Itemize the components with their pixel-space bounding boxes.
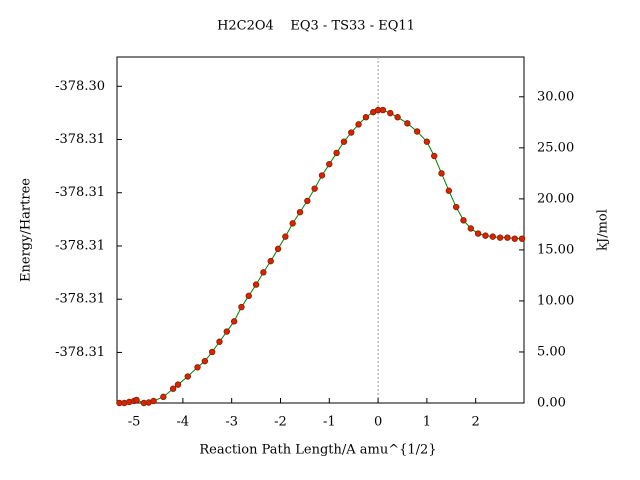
y-tick-label: -378.31 bbox=[55, 185, 105, 200]
data-point bbox=[296, 208, 304, 216]
y2-tick-label: 15.00 bbox=[537, 242, 574, 257]
x-tick-label: 0 bbox=[374, 415, 382, 430]
x-tick-label: -2 bbox=[274, 415, 287, 430]
data-point bbox=[504, 234, 511, 241]
data-point bbox=[304, 197, 311, 205]
data-point bbox=[394, 114, 401, 121]
data-point bbox=[445, 187, 453, 194]
data-point bbox=[160, 393, 167, 401]
data-point bbox=[438, 170, 445, 177]
x-tick-label: 2 bbox=[472, 415, 480, 430]
y-tick-label: -378.31 bbox=[55, 132, 105, 147]
data-point bbox=[318, 172, 326, 179]
data-point bbox=[245, 292, 252, 300]
data-point bbox=[174, 381, 182, 388]
data-point bbox=[184, 373, 191, 380]
data-point bbox=[387, 109, 394, 117]
y2-axis-label: kJ/mol bbox=[596, 209, 611, 251]
data-point bbox=[489, 233, 496, 240]
data-point bbox=[404, 120, 411, 127]
data-point bbox=[355, 121, 362, 128]
y2-tick-label: 20.00 bbox=[537, 191, 574, 206]
y2-tick-label: 30.00 bbox=[537, 89, 574, 104]
data-point bbox=[379, 106, 387, 114]
data-point bbox=[208, 348, 216, 356]
data-point bbox=[452, 203, 460, 211]
data-point bbox=[267, 257, 274, 265]
y2-tick-label: 0.00 bbox=[537, 396, 566, 411]
data-point bbox=[460, 217, 467, 224]
data-point bbox=[252, 281, 260, 288]
data-point bbox=[467, 225, 475, 232]
data-point bbox=[326, 160, 333, 168]
data-point bbox=[238, 303, 245, 311]
y2-tick-label: 10.00 bbox=[537, 293, 574, 308]
x-tick-label: -4 bbox=[177, 415, 190, 430]
data-point bbox=[230, 318, 238, 325]
data-point bbox=[201, 357, 209, 365]
y-tick-label: -378.31 bbox=[55, 292, 105, 307]
data-point bbox=[431, 152, 438, 160]
data-point bbox=[362, 114, 370, 121]
data-point bbox=[289, 220, 296, 227]
y-axis-label: Energy/Hartree bbox=[19, 178, 34, 282]
data-point bbox=[311, 185, 318, 192]
chart-title: H2C2O4 EQ3 - TS33 - EQ11 bbox=[217, 19, 415, 34]
x-tick-label: -5 bbox=[128, 415, 141, 430]
data-point bbox=[340, 138, 348, 145]
data-point bbox=[413, 128, 421, 135]
data-point bbox=[474, 230, 482, 237]
data-point bbox=[133, 396, 140, 404]
data-point bbox=[518, 235, 526, 242]
y2-tick-label: 25.00 bbox=[537, 140, 574, 155]
plot-frame bbox=[116, 56, 525, 404]
data-point bbox=[282, 233, 289, 240]
y-tick-label: -378.31 bbox=[55, 345, 105, 360]
x-axis-label: Reaction Path Length/A amu^{1/2} bbox=[199, 443, 436, 458]
data-point bbox=[423, 138, 431, 145]
data-point bbox=[496, 234, 504, 241]
x-tick-label: -3 bbox=[225, 415, 238, 430]
data-point bbox=[216, 338, 223, 345]
x-tick-label: -1 bbox=[323, 415, 336, 430]
x-tick-label: 1 bbox=[423, 415, 431, 430]
data-point bbox=[260, 269, 267, 276]
data-point bbox=[333, 149, 340, 157]
data-point bbox=[150, 397, 157, 405]
data-point bbox=[223, 328, 231, 335]
y-tick-label: -378.30 bbox=[55, 79, 105, 94]
y2-tick-label: 5.00 bbox=[537, 344, 566, 359]
data-point bbox=[274, 245, 282, 253]
data-point bbox=[169, 385, 177, 392]
data-point bbox=[511, 235, 518, 242]
data-point bbox=[482, 232, 489, 239]
data-point bbox=[348, 129, 355, 136]
data-point bbox=[194, 364, 201, 371]
y-tick-label: -378.31 bbox=[55, 238, 105, 253]
series-line bbox=[119, 109, 523, 404]
